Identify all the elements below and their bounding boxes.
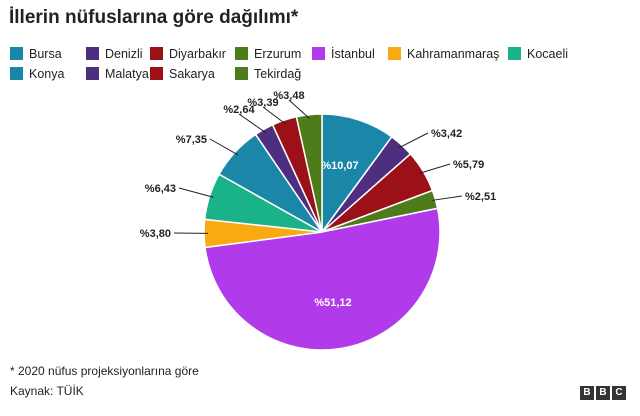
legend-swatch (86, 47, 99, 60)
legend-swatch (10, 67, 23, 80)
legend-item: Kocaeli (508, 46, 568, 62)
legend-item: Erzurum (235, 46, 301, 62)
legend-label: Tekirdağ (254, 67, 302, 81)
slice-label: %7,35 (176, 134, 207, 146)
legend-label: Denizli (105, 47, 143, 61)
pie-chart: %10,07 %3,42 %5,79 %2,51 %51,12 %3,80 %6,43 %7,… (140, 90, 496, 351)
legend-label: Konya (29, 67, 65, 81)
slice-label: %2,64 (223, 104, 255, 116)
legend-swatch (235, 67, 248, 80)
legend-label: Malatya (105, 67, 149, 81)
slice-label: %2,51 (465, 191, 496, 203)
pie-slice (295, 113, 323, 233)
slice-label: %3,42 (431, 128, 462, 140)
slice-label: %3,39 (247, 97, 278, 109)
slice-label: %3,48 (273, 90, 304, 102)
source-note: Kaynak: TÜİK (10, 384, 84, 398)
pie-slice (321, 113, 393, 235)
slice-label: %3,80 (140, 228, 171, 240)
slice-label: %10,07 (321, 160, 358, 172)
legend-label: Bursa (29, 47, 62, 61)
label-leader-line (209, 138, 239, 156)
legend-swatch (10, 47, 23, 60)
legend-swatch (235, 47, 248, 60)
footnote: * 2020 nüfus projeksiyonlarına göre (10, 364, 199, 378)
logo-letter: B (580, 386, 594, 400)
legend-label: Erzurum (254, 47, 302, 61)
pie-slice (204, 207, 441, 351)
legend-label: Diyarbakır (169, 47, 226, 61)
legend-item: Malatya (86, 66, 149, 82)
legend-label: Kahramanmaraş (407, 47, 500, 61)
slice-label: %51,12 (314, 297, 351, 309)
legend-swatch (312, 47, 325, 60)
logo-letter: C (612, 386, 626, 400)
legend-item: Sakarya (150, 66, 215, 82)
legend-item: Bursa (10, 46, 62, 62)
legend-label: İstanbul (331, 47, 375, 61)
slice-label: %5,79 (453, 159, 484, 171)
legend-label: Sakarya (169, 67, 215, 81)
label-leader-line (178, 187, 214, 198)
legend-item: İstanbul (312, 46, 375, 62)
label-leader-line (262, 106, 286, 125)
label-leader-line (288, 99, 310, 120)
legend-swatch (150, 47, 163, 60)
legend-item: Diyarbakır (150, 46, 226, 62)
legend-item: Tekirdağ (235, 66, 301, 82)
legend-label: Kocaeli (527, 47, 568, 61)
slice-label: %6,43 (145, 183, 176, 195)
legend-swatch (150, 67, 163, 80)
bbc-logo: B B C (580, 386, 626, 400)
logo-letter: B (596, 386, 610, 400)
legend-swatch (508, 47, 521, 60)
label-leader-line (238, 113, 267, 134)
label-leader-line (419, 163, 451, 174)
legend-item: Kahramanmaraş (388, 46, 499, 62)
label-leader-line (398, 132, 429, 149)
legend-swatch (86, 67, 99, 80)
label-leader-line (431, 195, 463, 201)
legend-item: Denizli (86, 46, 143, 62)
chart-title: İllerin nüfuslarına göre dağılımı* (9, 7, 299, 28)
legend-swatch (388, 47, 401, 60)
legend-item: Konya (10, 66, 64, 82)
